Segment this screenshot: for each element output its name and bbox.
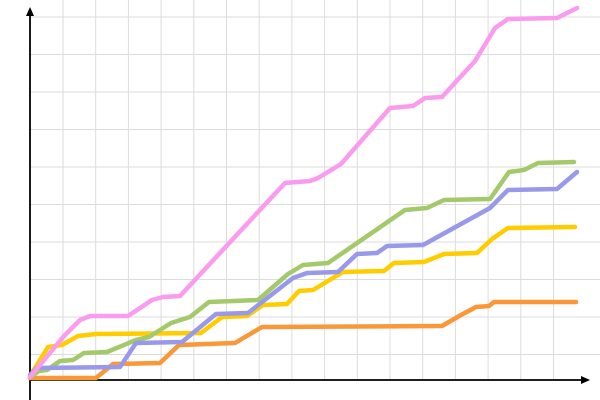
gridlines	[30, 0, 600, 380]
series-line-blue	[27, 169, 580, 378]
series-line-gold	[27, 224, 578, 379]
series-line-green	[27, 159, 577, 380]
series-line-pink	[27, 5, 580, 380]
series-line-orange	[27, 299, 579, 381]
axes	[29, 14, 583, 400]
y-axis-arrow-icon	[26, 7, 34, 16]
x-axis-arrow-icon	[581, 376, 590, 384]
